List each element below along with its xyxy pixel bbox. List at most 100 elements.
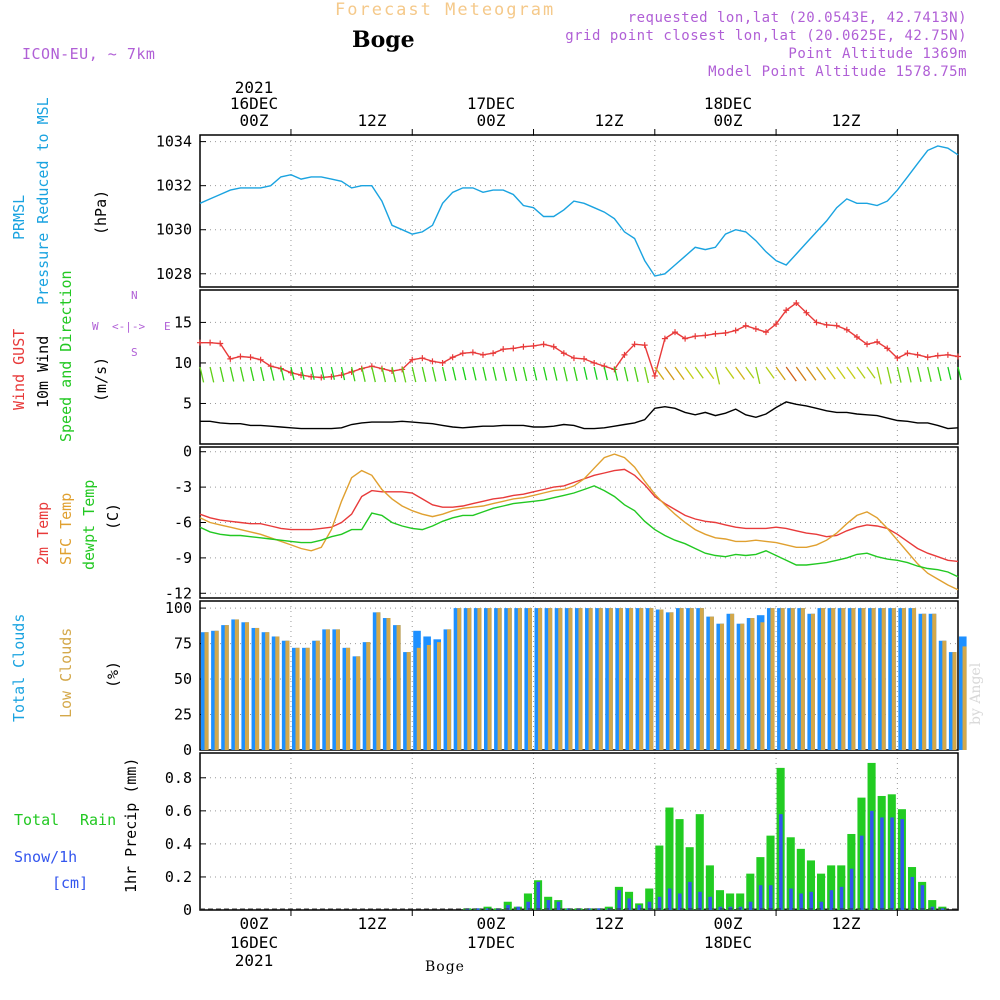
- precip-rain-label: Rain: [80, 811, 117, 829]
- snow-bar: [789, 888, 793, 910]
- wind-gust-line-marker: [257, 356, 264, 363]
- low-cloud-bar: [810, 613, 815, 750]
- low-cloud-bar: [962, 646, 967, 750]
- wind-direction-arrow: [270, 366, 275, 381]
- low-cloud-bar: [558, 608, 563, 750]
- low-cloud-bar: [447, 629, 452, 750]
- wind-gust-line-marker: [247, 354, 254, 361]
- wind-gust-line-marker: [924, 354, 931, 361]
- snow-bar: [870, 810, 874, 910]
- wind-speed-line: [200, 401, 959, 430]
- bottom-hour-label: 12Z: [831, 914, 861, 933]
- snow-bar: [667, 888, 672, 910]
- wind-direction-arrow: [805, 366, 817, 381]
- low-cloud-bar: [305, 647, 310, 750]
- wind-gust-line-marker: [641, 342, 648, 349]
- wind-direction-arrow: [310, 366, 315, 380]
- low-cloud-bar: [709, 616, 714, 750]
- snow-bar: [637, 905, 642, 910]
- wind-direction-arrow: [512, 366, 518, 382]
- wind-gust-line-marker: [752, 325, 759, 332]
- compass-west: W: [92, 320, 99, 333]
- wind-direction-arrow: [361, 366, 366, 382]
- wind-direction-arrow: [350, 366, 356, 382]
- snow-bar: [809, 891, 813, 910]
- low-cloud-bar: [234, 619, 239, 750]
- low-cloud-bar: [214, 630, 219, 750]
- low-cloud-bar: [821, 608, 826, 750]
- wind-gust-line-marker: [692, 333, 699, 340]
- wind-direction-arrow: [381, 366, 387, 383]
- wind-gust-line-marker: [813, 319, 820, 326]
- wind-direction-arrow: [916, 366, 922, 382]
- wind-direction-arrow: [522, 366, 528, 382]
- snow-bar: [859, 835, 864, 910]
- wind-gust-line-marker: [853, 334, 860, 341]
- low-cloud-bar: [426, 644, 431, 750]
- wind-gust-line-marker: [540, 341, 547, 348]
- rain-bar: [705, 865, 714, 910]
- rain-bar: [736, 893, 745, 910]
- wind-direction-arrow: [644, 366, 650, 384]
- wind-direction-arrow: [441, 366, 447, 382]
- y-tick-label: 0.2: [165, 868, 192, 886]
- wind-gust-line-marker: [661, 335, 668, 342]
- rain-bar: [715, 890, 725, 910]
- snow-bar: [536, 881, 541, 910]
- low-cloud-bar: [952, 652, 957, 750]
- wind-direction-arrow: [411, 366, 417, 383]
- bottom-hour-label: 00Z: [239, 914, 269, 933]
- low-cloud-bar: [204, 632, 209, 750]
- bottom-hour-label: 12Z: [594, 914, 624, 933]
- snow-bar: [920, 885, 925, 910]
- low-cloud-bar: [376, 612, 381, 750]
- wind-direction-arrow: [927, 366, 932, 382]
- low-cloud-bar: [477, 608, 482, 750]
- temp-sfc-line: [199, 453, 959, 591]
- wind-gust-line-marker: [560, 350, 567, 357]
- wind-direction-arrow: [421, 366, 427, 382]
- rain-bar: [806, 860, 815, 910]
- wind-gust-line-marker: [439, 359, 446, 366]
- low-cloud-bar: [396, 625, 401, 750]
- snow-bar: [819, 901, 824, 910]
- top-hour-label: 12Z: [831, 111, 861, 130]
- wind-gust-line-marker: [722, 329, 729, 336]
- snow-bar: [799, 893, 803, 910]
- snow-bar: [678, 893, 682, 910]
- low-cloud-bar: [942, 640, 947, 750]
- wind-gust-line-marker: [227, 355, 234, 362]
- low-cloud-bar: [548, 608, 553, 750]
- low-cloud-bar: [719, 623, 725, 750]
- wind-direction-arrow: [563, 366, 568, 382]
- wind-gust-line-marker: [348, 368, 355, 375]
- y-tick-label: 0.8: [165, 769, 192, 787]
- wind-direction-arrow: [209, 366, 215, 383]
- snow-bar: [698, 891, 702, 910]
- low-cloud-bar: [912, 608, 917, 750]
- rain-bar: [827, 865, 836, 910]
- wind-gust-line-marker: [520, 343, 527, 350]
- wind-gust-line-marker: [955, 353, 961, 360]
- wind-direction-arrow: [633, 366, 639, 382]
- wind-direction-arrow: [553, 366, 558, 381]
- low-cloud-bar: [730, 613, 735, 750]
- wind-direction-arrow: [785, 366, 797, 382]
- low-cloud-bar: [538, 608, 543, 750]
- snow-bar: [516, 906, 520, 910]
- low-cloud-bar: [871, 608, 876, 750]
- snow-bar: [829, 890, 834, 910]
- low-cloud-bar: [780, 608, 785, 750]
- snow-bar: [688, 881, 692, 910]
- wind-gust-line-marker: [793, 299, 800, 306]
- low-cloud-bar: [356, 656, 361, 750]
- low-cloud-bar: [922, 613, 927, 750]
- product-title: Forecast Meteogram: [335, 0, 556, 20]
- low-cloud-bar: [265, 632, 270, 750]
- wind-gust-line-marker: [803, 309, 810, 316]
- wind-direction-arrow: [249, 366, 255, 382]
- rain-bar: [817, 873, 826, 910]
- wind-gust-line-marker: [550, 343, 557, 350]
- wind-direction-arrow: [937, 366, 942, 382]
- snow-bar: [880, 817, 884, 910]
